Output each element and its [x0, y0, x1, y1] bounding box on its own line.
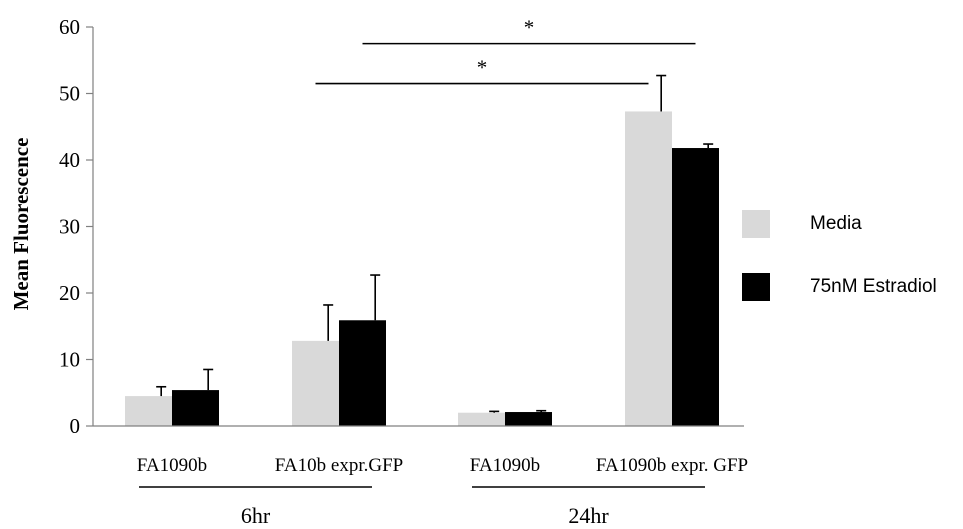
- y-axis: 0 10 20 30 40 50 60: [59, 15, 94, 438]
- legend-swatch: [742, 273, 770, 301]
- y-tick-label: 10: [59, 348, 80, 372]
- x-category-label: FA1090b expr. GFP: [596, 455, 748, 476]
- bars: [125, 111, 719, 426]
- x-category-label: FA1090b: [137, 455, 207, 476]
- y-axis-label: Mean Fluorescence: [9, 138, 33, 311]
- bar: [625, 111, 672, 426]
- y-tick-label: 40: [59, 148, 80, 172]
- bar: [458, 412, 505, 426]
- x-category-label: FA10b expr.GFP: [275, 455, 403, 476]
- significance-brackets: **: [315, 16, 696, 85]
- x-category-label: FA1090b: [470, 455, 540, 476]
- bar: [505, 412, 552, 426]
- error-bars: [156, 74, 714, 413]
- bar: [172, 390, 219, 426]
- legend-swatch: [742, 210, 770, 238]
- y-tick-label: 30: [59, 215, 80, 239]
- y-tick-label: 0: [70, 414, 81, 438]
- y-tick-label: 60: [59, 15, 80, 39]
- legend: Media 75nM Estradiol: [742, 210, 937, 301]
- significance-star: *: [524, 16, 535, 40]
- significance-star: *: [477, 56, 488, 80]
- x-axis: FA1090b FA10b expr.GFP FA1090b FA1090b expr…: [93, 425, 748, 528]
- y-tick-label: 50: [59, 82, 80, 106]
- group-label: 6hr: [241, 503, 271, 528]
- group-label: 24hr: [568, 503, 609, 528]
- bar: [672, 148, 719, 426]
- bar: [125, 396, 172, 426]
- bar: [339, 320, 386, 426]
- bar: [292, 340, 339, 426]
- y-tick-label: 20: [59, 281, 80, 305]
- legend-label: Media: [810, 213, 862, 234]
- legend-label: 75nM Estradiol: [810, 276, 937, 297]
